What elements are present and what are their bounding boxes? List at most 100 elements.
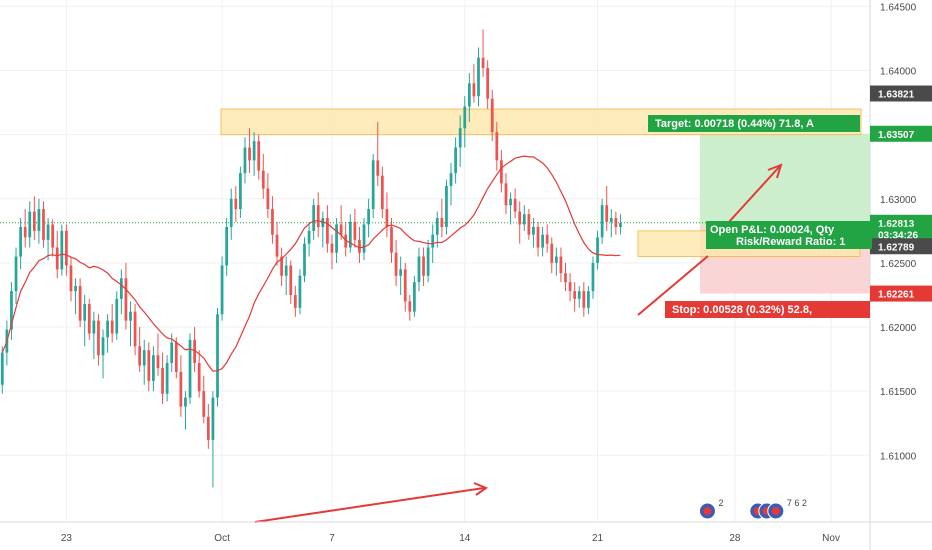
candle-body xyxy=(490,98,494,133)
price-tick-label: 1.61500 xyxy=(880,387,917,398)
price-tick-label: 1.62500 xyxy=(880,259,917,270)
moving-average-line xyxy=(1,155,621,372)
candle-body xyxy=(550,243,554,263)
candle-body xyxy=(367,209,370,225)
candle-body xyxy=(106,320,109,338)
price-tick-label: 1.61000 xyxy=(880,451,917,462)
candle-body xyxy=(83,303,87,321)
candle-body xyxy=(458,128,462,148)
candle-body xyxy=(206,416,210,440)
candle-body xyxy=(197,362,201,392)
candle-body xyxy=(216,314,219,398)
event-marker[interactable]: 7 6 2 xyxy=(749,498,807,520)
candle-body xyxy=(477,57,480,97)
candle-body xyxy=(596,237,599,263)
pnl-label-bg xyxy=(706,221,872,249)
target-label: Target: 0.00718 (0.44%) 71.8, A xyxy=(655,118,814,130)
candle-body xyxy=(316,205,320,228)
time-axis[interactable]: 23 Oct 7 14 21 28 Nov xyxy=(0,521,932,544)
arrow-bottom-line xyxy=(254,487,485,523)
candle-body xyxy=(248,147,251,161)
candle-body xyxy=(78,286,82,321)
candle-body xyxy=(293,294,297,308)
candle-body xyxy=(65,230,68,266)
candle-body xyxy=(55,247,59,270)
candle-body xyxy=(481,57,485,68)
candle-body xyxy=(591,262,595,292)
candle-body xyxy=(614,218,618,228)
arrow-bottom-head xyxy=(473,482,489,496)
candle-body xyxy=(289,265,293,295)
events-layer[interactable]: 2 7 6 2 xyxy=(698,498,807,520)
candle-body xyxy=(348,221,352,248)
candle-body xyxy=(147,350,151,381)
candle-body xyxy=(284,265,288,276)
time-tick-label: Oct xyxy=(214,533,230,544)
candle-body xyxy=(138,346,142,366)
candle-body xyxy=(23,227,27,238)
candle-body xyxy=(51,224,55,248)
time-tick-label: 7 xyxy=(329,533,335,544)
candle-body xyxy=(376,160,380,176)
candle-body xyxy=(69,265,73,292)
candle-body xyxy=(10,291,13,330)
candle-body xyxy=(445,185,448,228)
price-tag-label: 1.63507 xyxy=(878,130,915,141)
candle-body xyxy=(124,278,128,321)
candle-body xyxy=(87,303,91,334)
candle-body xyxy=(184,397,187,407)
candle-body xyxy=(454,147,457,174)
candle-body xyxy=(321,218,325,228)
candle-body xyxy=(463,106,467,129)
flag-icon-center xyxy=(771,507,780,515)
candle-body xyxy=(554,256,558,263)
candle-body xyxy=(358,239,361,253)
candle-body xyxy=(426,247,430,276)
candle-body xyxy=(161,368,164,394)
rr-label: Risk/Reward Ratio: 1 xyxy=(736,236,845,248)
candle-body xyxy=(188,339,192,398)
candle-body xyxy=(600,205,604,238)
trendline xyxy=(637,255,709,316)
candles-layer xyxy=(0,29,622,488)
candle-body xyxy=(326,218,329,244)
candle-body xyxy=(97,320,100,356)
candle-body xyxy=(422,256,425,276)
candle-body xyxy=(390,227,393,253)
event-count-label: 2 xyxy=(718,498,723,508)
event-marker[interactable]: 2 xyxy=(698,498,723,520)
candle-body xyxy=(193,339,196,363)
candle-body xyxy=(119,278,123,299)
price-tag-label: 1.62261 xyxy=(878,290,915,301)
candle-body xyxy=(37,209,41,231)
candle-body xyxy=(19,227,22,257)
price-tick-label: 1.64000 xyxy=(880,67,917,78)
price-tag-bg xyxy=(870,85,932,102)
candle-body xyxy=(261,170,265,189)
candle-body xyxy=(275,234,279,257)
candle-body xyxy=(152,355,155,381)
stop-label-bg xyxy=(665,301,870,318)
candle-body xyxy=(500,160,503,184)
candle-body xyxy=(129,311,132,321)
candle-body xyxy=(486,67,490,99)
candle-body xyxy=(115,298,119,334)
candle-body xyxy=(179,371,183,407)
candle-body xyxy=(408,301,412,312)
candle-body xyxy=(303,243,306,276)
candle-body xyxy=(74,286,77,292)
time-tick-label: 23 xyxy=(61,533,73,544)
candle-body xyxy=(532,227,535,235)
time-tick-label: 28 xyxy=(729,533,741,544)
candle-body xyxy=(42,209,45,240)
profit-zone xyxy=(700,133,870,226)
candle-body xyxy=(101,337,105,356)
candle-body xyxy=(435,218,439,235)
price-axis[interactable]: 1.645001.640001.635001.630001.625001.620… xyxy=(869,0,932,550)
candle-body xyxy=(573,291,577,299)
candle-body xyxy=(472,83,476,97)
candle-body xyxy=(545,234,549,244)
candle-body xyxy=(509,198,512,206)
candle-body xyxy=(330,243,334,253)
